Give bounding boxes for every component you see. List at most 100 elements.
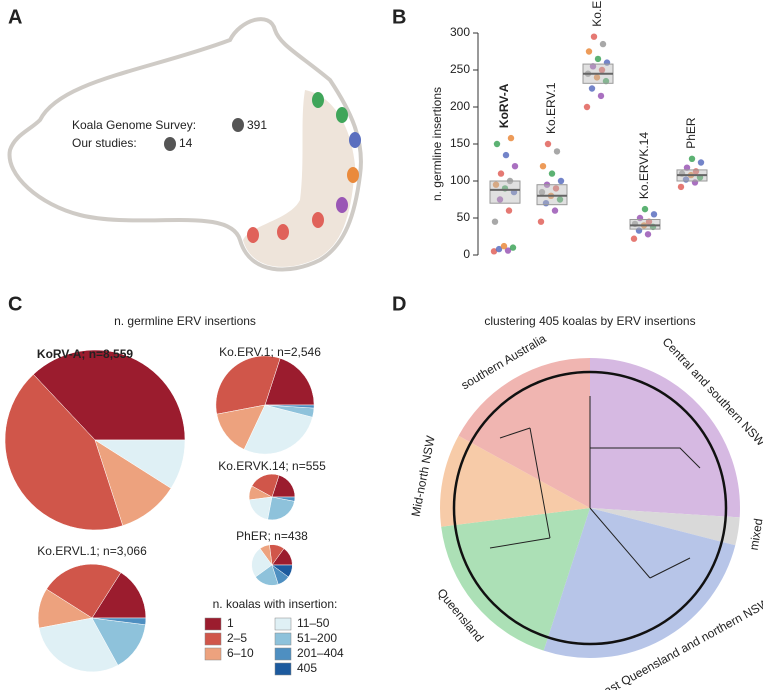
leaf-band	[458, 358, 591, 443]
point	[602, 77, 610, 85]
point	[493, 140, 501, 148]
pie-slice	[33, 349, 186, 441]
legend-label: 1	[227, 616, 234, 630]
box	[489, 180, 521, 204]
koala-icon	[336, 197, 348, 213]
point	[556, 196, 564, 203]
koala-icon	[164, 137, 176, 151]
survey-label: Koala Genome Survey:	[72, 118, 196, 132]
pie-slice	[271, 564, 293, 578]
pie-slice	[91, 572, 147, 619]
pie-label: PhER; n=438	[236, 529, 308, 543]
box	[629, 218, 661, 230]
pie-slice	[215, 355, 281, 415]
chart-title: n. germline ERV insertions	[114, 314, 256, 328]
pie-slice	[46, 563, 122, 619]
y-axis-label: n. germline insertions	[430, 87, 444, 201]
legend-label: 6–10	[227, 646, 254, 660]
point	[544, 140, 552, 148]
pie-slice	[264, 404, 315, 409]
cluster-sector	[590, 373, 725, 517]
point	[552, 185, 560, 192]
map-outline	[7, 17, 363, 272]
point	[495, 245, 503, 253]
point	[597, 92, 605, 100]
y-tick-label: 0	[463, 247, 470, 261]
point	[497, 170, 505, 177]
legend-swatch	[274, 632, 292, 646]
pie-slice	[267, 496, 295, 521]
cluster-sector	[456, 508, 590, 637]
point	[502, 151, 510, 159]
point	[548, 170, 556, 177]
point	[496, 196, 504, 203]
cluster-label: mixed	[747, 517, 763, 551]
koala-icons	[164, 92, 361, 243]
leaf-band	[440, 435, 471, 527]
east-coast-region	[243, 90, 355, 267]
point	[538, 188, 546, 196]
survey-count: 391	[247, 118, 267, 132]
point	[490, 248, 498, 255]
koala-icon	[336, 107, 348, 123]
legend-swatch	[204, 617, 222, 631]
panel-label: A	[8, 6, 22, 28]
cluster-sector	[548, 508, 721, 644]
point	[593, 74, 601, 81]
pie-slice	[251, 548, 273, 578]
leaf-band	[721, 516, 740, 546]
cluster-sector	[455, 442, 590, 525]
legend-label: 51–200	[297, 631, 337, 645]
map: Koala Genome Survey: 391 Our studies: 14	[7, 17, 363, 272]
point	[553, 148, 561, 155]
pie-label: Ko.ERVK.14; n=555	[218, 459, 326, 473]
pie-slice	[264, 358, 315, 406]
point	[551, 207, 559, 214]
point	[509, 244, 517, 251]
point	[500, 242, 508, 250]
category-label: Ko.ERV.1	[544, 82, 558, 134]
point	[539, 163, 547, 170]
point	[511, 163, 519, 170]
legend-swatch	[274, 647, 292, 661]
category-label: PhER	[684, 117, 698, 149]
pie-label: Ko.ERV.1; n=2,546	[219, 345, 321, 359]
point	[697, 159, 705, 166]
leaf-band	[441, 524, 549, 651]
point	[590, 33, 598, 40]
pie-slice	[243, 404, 313, 455]
legend-label: 201–404	[297, 646, 344, 660]
legend-title: n. koalas with insertion:	[213, 597, 338, 611]
koala-icon	[347, 167, 359, 183]
point	[585, 48, 593, 55]
legend-swatch	[274, 617, 292, 631]
point	[650, 211, 658, 218]
y-tick-label: 300	[450, 25, 470, 39]
point	[683, 164, 691, 171]
point	[677, 183, 685, 191]
y-tick-label: 100	[450, 173, 470, 187]
point	[492, 181, 500, 188]
category-label: KoRV-A	[497, 83, 511, 128]
legend-swatch	[204, 647, 222, 661]
chart-title: clustering 405 koalas by ERV insertions	[484, 314, 695, 328]
point	[588, 85, 596, 92]
point	[594, 55, 602, 63]
pie-slice	[271, 496, 296, 502]
pie-slice	[94, 439, 186, 489]
point	[641, 205, 649, 213]
point	[491, 218, 499, 225]
pie-slice	[91, 617, 147, 626]
point	[507, 134, 515, 142]
point	[583, 103, 591, 111]
legend-swatch	[204, 632, 222, 646]
point	[630, 235, 638, 242]
cluster-label: Mid-north NSW	[409, 434, 438, 518]
dendrogram-ring	[452, 370, 728, 646]
pie-slice	[91, 617, 146, 666]
pie-slice	[38, 617, 119, 673]
koala-icon	[312, 212, 324, 228]
point	[557, 177, 565, 185]
pie-slice	[4, 374, 124, 531]
